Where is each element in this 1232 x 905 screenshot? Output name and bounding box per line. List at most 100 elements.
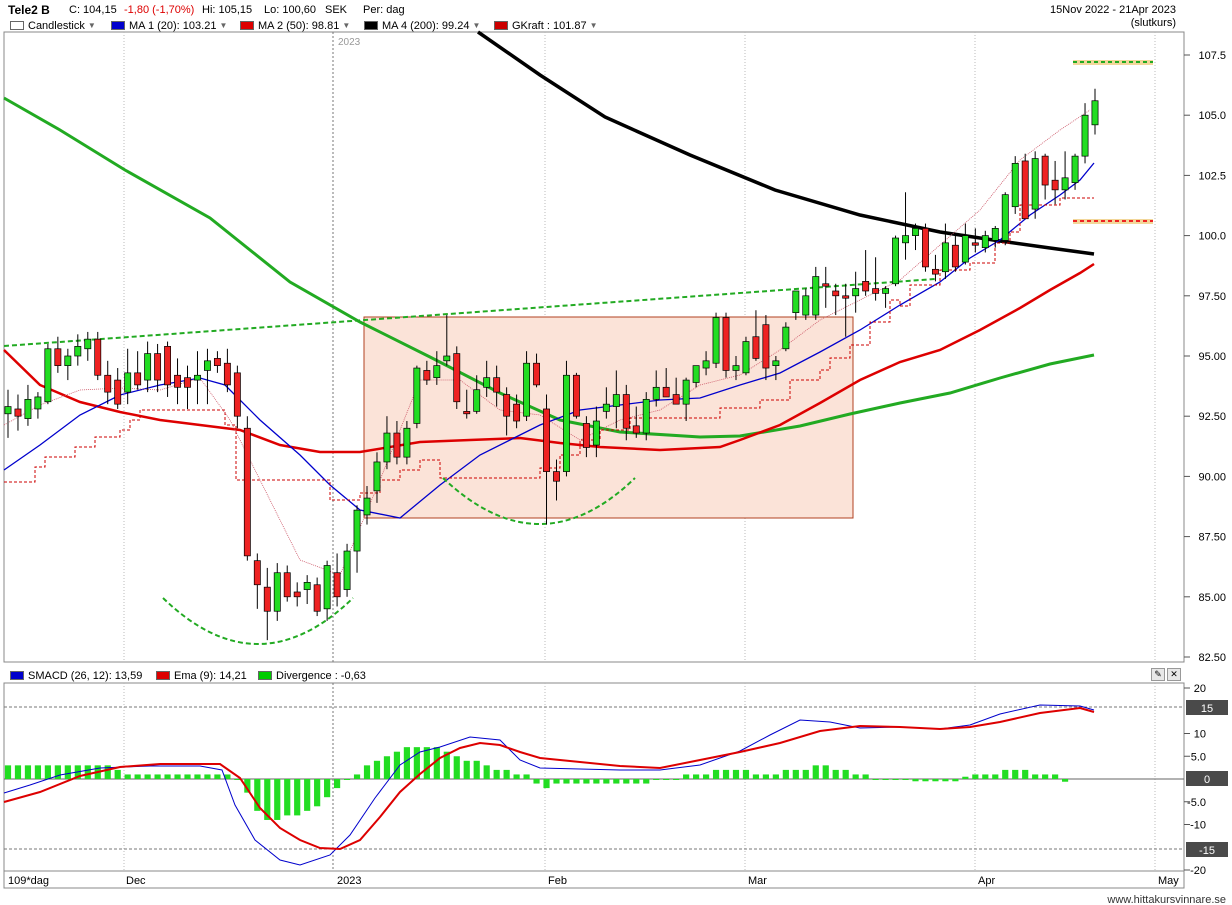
candle-body — [782, 326, 790, 350]
legend-ma4[interactable]: MA 4 (200): 99.24 ▼ — [364, 19, 480, 32]
price-basis: (slutkurs) — [1130, 17, 1176, 29]
candle-body — [423, 370, 431, 381]
divergence-bar — [623, 779, 630, 784]
candle-body — [223, 362, 231, 386]
divergence-bar — [892, 779, 899, 780]
candle-body — [184, 377, 191, 388]
candle-body — [1031, 158, 1039, 210]
candle-body — [752, 336, 760, 359]
x-axis-label: Dec — [126, 875, 146, 887]
candle-body — [433, 365, 441, 379]
dropdown-arrow-icon[interactable]: ▼ — [589, 21, 598, 30]
legend-label: Ema (9): 14,21 — [174, 669, 247, 682]
legend-gkraft[interactable]: GKraft : 101.87 ▼ — [494, 19, 598, 32]
ma50-line — [3, 262, 1095, 454]
legend-smacd[interactable]: SMACD (26, 12): 13,59 — [10, 669, 142, 682]
macd-marker-15 — [1186, 700, 1228, 715]
change-value: -1,80 (-1,70%) — [124, 4, 195, 16]
candle-body — [961, 235, 969, 263]
divergence-bar — [613, 779, 620, 784]
divergence-bar — [294, 779, 301, 816]
legend-swatch — [258, 671, 272, 680]
candle-body — [84, 338, 92, 350]
bowl-arc-1 — [162, 597, 354, 645]
dropdown-arrow-icon[interactable]: ▼ — [219, 21, 228, 30]
divergence-bar — [653, 779, 660, 780]
trend-line — [3, 278, 936, 347]
divergence-bar — [543, 779, 550, 789]
period-label: Per: dag — [363, 4, 405, 16]
divergence-bar — [24, 765, 32, 779]
dropdown-arrow-icon[interactable]: ▼ — [472, 21, 481, 30]
x-axis-label: Apr — [978, 875, 995, 887]
x-axis-label: Mar — [748, 875, 767, 887]
legend-ma1[interactable]: MA 1 (20): 103.21 ▼ — [111, 19, 227, 32]
divergence-bar — [284, 779, 291, 816]
candle-body — [1081, 114, 1089, 157]
stop-marker — [1073, 219, 1153, 224]
divergence-bar — [4, 765, 12, 779]
candle-body — [303, 582, 311, 590]
candle-body — [553, 471, 560, 482]
legend-label: SMACD (26, 12): 13,59 — [28, 669, 143, 682]
macd-tick-label: -5.0 — [1187, 797, 1206, 809]
divergence-bar — [683, 774, 690, 779]
candle-body — [164, 346, 172, 386]
divergence-bar — [1022, 769, 1029, 779]
candle-body — [772, 360, 780, 366]
divergence-bar — [573, 779, 580, 784]
candle-body — [543, 408, 550, 472]
legend-ema[interactable]: Ema (9): 14,21 — [156, 669, 247, 682]
month-gridlines — [123, 32, 1156, 662]
legend-label: Candlestick — [28, 19, 85, 32]
candle-body — [742, 341, 750, 374]
candle-body — [503, 394, 511, 417]
divergence-bar — [334, 779, 341, 789]
legend-label: GKraft : 101.87 — [512, 19, 587, 32]
candle-body — [453, 353, 461, 403]
ema-line — [3, 706, 1095, 851]
divergence-bar — [962, 776, 969, 779]
dropdown-arrow-icon[interactable]: ▼ — [342, 21, 351, 30]
close-icon[interactable]: ✕ — [1167, 668, 1181, 681]
divergence-bar — [54, 765, 61, 779]
candle-body — [473, 389, 481, 412]
divergence-bar — [244, 779, 251, 793]
legend-candlestick[interactable]: Candlestick ▼ — [10, 19, 96, 32]
divergence-bar — [952, 779, 959, 782]
legend-divergence[interactable]: Divergence : -0,63 — [258, 669, 366, 682]
ma200-line — [477, 30, 1095, 256]
divergence-bar — [842, 769, 849, 779]
divergence-bar — [1032, 774, 1039, 779]
divergence-bar — [902, 779, 909, 780]
divergence-bar — [134, 774, 141, 779]
bowl-arc-2 — [442, 477, 636, 525]
divergence-bar — [463, 760, 470, 779]
legend-swatch — [10, 671, 24, 680]
divergence-bar — [982, 774, 989, 779]
divergence-bar — [702, 774, 710, 779]
price-gridlines — [1184, 54, 1190, 658]
candle-body — [622, 394, 630, 429]
dropdown-arrow-icon[interactable]: ▼ — [87, 21, 96, 30]
legend-ma2[interactable]: MA 2 (50): 98.81 ▼ — [240, 19, 350, 32]
divergence-bar — [533, 779, 540, 784]
divergence-bar — [553, 779, 560, 784]
divergence-bar — [832, 769, 839, 779]
currency-label: SEK — [325, 4, 348, 16]
wrench-icon[interactable]: ✎ — [1151, 668, 1165, 681]
candle-body — [1051, 179, 1059, 191]
divergence-bar — [314, 779, 321, 807]
divergence-bar — [124, 774, 131, 779]
candles — [4, 88, 1099, 641]
legend-label: MA 1 (20): 103.21 — [129, 19, 217, 32]
candle-body — [902, 235, 909, 244]
candle-body — [134, 372, 142, 386]
macd-tick-label: 10 — [1194, 729, 1206, 741]
candle-body — [1041, 155, 1049, 186]
divergence-bar — [1042, 774, 1049, 779]
divergence-bar — [1012, 769, 1019, 779]
candle-body — [313, 584, 321, 612]
candle-body — [792, 290, 800, 314]
divergence-bar — [922, 779, 929, 782]
